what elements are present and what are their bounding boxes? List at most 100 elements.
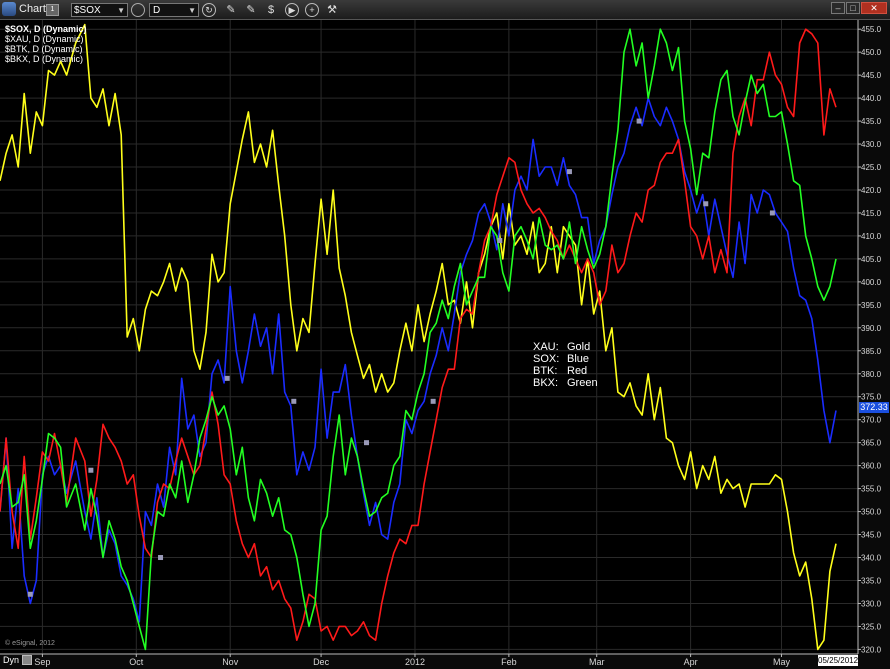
signal-marker <box>769 210 775 216</box>
annotation-row: BKX: Green <box>533 377 598 389</box>
y-tick-label: 350.0 <box>861 508 882 517</box>
color-key-annotation: XAU: Gold SOX: Blue BTK: Red BKX: Green <box>533 341 598 389</box>
y-tick-label: 330.0 <box>861 599 882 608</box>
dynamic-mode-button[interactable] <box>22 655 32 665</box>
interval-input[interactable]: D ▼ <box>149 3 199 17</box>
symbol-input[interactable]: $SOX ▼ <box>71 3 128 17</box>
annotation-key: BTK: <box>533 365 558 377</box>
y-tick-label: 415.0 <box>861 209 882 218</box>
annotation-row: XAU: Gold <box>533 341 598 353</box>
x-tick-label: Feb <box>501 657 517 667</box>
y-tick-label: 335.0 <box>861 576 882 585</box>
y-tick-label: 320.0 <box>861 645 882 654</box>
y-tick-label: 365.0 <box>861 439 882 448</box>
x-tick-label: 2012 <box>405 657 425 667</box>
signal-marker <box>27 591 33 597</box>
series-line-xau[interactable] <box>0 23 837 651</box>
x-tick-label: May <box>773 657 791 667</box>
series-line-bkx[interactable] <box>0 28 837 651</box>
series-line-sox[interactable] <box>0 97 837 623</box>
signal-marker <box>430 398 436 404</box>
legend-entry-sox[interactable]: $SOX, D (Dynamic) <box>5 24 87 34</box>
series-group <box>0 23 837 651</box>
interval-value: D <box>153 5 161 16</box>
refresh-icon[interactable]: ↻ <box>202 3 216 17</box>
y-tick-label: 375.0 <box>861 393 882 402</box>
annotation-value: Gold <box>567 341 591 353</box>
zoom-icon[interactable]: + <box>305 3 319 17</box>
app-icon <box>2 2 16 16</box>
legend-entry-bkx[interactable]: $BKX, D (Dynamic) <box>5 54 84 64</box>
series-line-btk[interactable] <box>0 28 837 641</box>
marker-group <box>27 118 775 597</box>
refresh-icon[interactable] <box>131 3 145 17</box>
y-tick-label: 400.0 <box>861 278 882 287</box>
x-tick-label: Oct <box>129 657 144 667</box>
y-axis-ticks: 320.0 325.0 330.0 335.0 340.0 345.0 350.0 355.0… <box>858 25 882 654</box>
y-tick-label: 325.0 <box>861 622 882 631</box>
y-tick-label: 435.0 <box>861 117 882 126</box>
price-axis-background <box>858 20 890 654</box>
signal-marker <box>291 398 297 404</box>
annotation-row: BTK: Red <box>533 365 598 377</box>
chevron-down-icon[interactable]: ▼ <box>188 6 196 15</box>
y-tick-label: 425.0 <box>861 163 882 172</box>
annotation-key: BKX: <box>533 377 559 389</box>
signal-marker <box>636 118 642 124</box>
y-tick-label: 395.0 <box>861 301 882 310</box>
x-tick-label: Nov <box>222 657 239 667</box>
x-tick-label: Mar <box>589 657 605 667</box>
dollar-icon[interactable]: $ <box>267 4 275 16</box>
signal-marker <box>88 467 94 473</box>
x-tick-label: Apr <box>684 657 698 667</box>
y-tick-label: 380.0 <box>861 370 882 379</box>
annotation-value: Blue <box>567 353 590 365</box>
wrench-icon[interactable]: ⚒ <box>327 4 337 16</box>
signal-marker <box>224 375 230 381</box>
last-date-tag: 05/25/2012 <box>818 655 859 666</box>
signal-marker <box>364 440 370 446</box>
y-tick-label: 405.0 <box>861 255 882 264</box>
legend-entry-xau[interactable]: $XAU, D (Dynamic) <box>5 34 84 44</box>
signal-marker <box>566 169 572 175</box>
annotation-row: SOX: Blue <box>533 353 598 365</box>
grid <box>0 20 858 654</box>
restore-button[interactable]: □ <box>846 2 860 14</box>
signal-marker <box>497 238 503 244</box>
y-tick-label: 445.0 <box>861 71 882 80</box>
annotation-key: XAU: <box>533 341 559 353</box>
y-tick-label: 370.0 <box>861 416 882 425</box>
pencil-icon[interactable]: ✎ <box>246 4 256 16</box>
dynamic-mode-label[interactable]: Dyn <box>3 655 20 665</box>
annotation-value: Red <box>567 365 588 377</box>
y-tick-label: 340.0 <box>861 554 882 563</box>
y-tick-label: 360.0 <box>861 462 882 471</box>
last-price-tag: 372.33 <box>859 402 889 413</box>
legend-entry-btk[interactable]: $BTK, D (Dynamic) <box>5 44 83 54</box>
y-tick-label: 390.0 <box>861 324 882 333</box>
x-axis-ticks: Sep Oct Nov Dec 2012 Feb Mar Apr May <box>34 654 790 667</box>
y-tick-label: 345.0 <box>861 531 882 540</box>
chart-titlebar: Chart 1 $SOX ▼ D ▼ ↻ ✎ ✎ $ ▶ + ⚒ – □ ✕ <box>0 0 890 20</box>
y-tick-label: 455.0 <box>861 25 882 34</box>
symbol-value: $SOX <box>74 5 101 16</box>
chevron-down-icon[interactable]: ▼ <box>117 6 125 15</box>
minimize-button[interactable]: – <box>831 2 845 14</box>
pencil-icon[interactable]: ✎ <box>226 4 236 16</box>
series-legend: $SOX, D (Dynamic) $XAU, D (Dynamic) $BTK… <box>5 24 87 64</box>
y-tick-label: 450.0 <box>861 48 882 57</box>
y-tick-label: 440.0 <box>861 94 882 103</box>
window-title: Chart <box>19 3 46 15</box>
play-icon[interactable]: ▶ <box>285 3 299 17</box>
time-axis-background <box>0 654 890 669</box>
y-tick-label: 385.0 <box>861 347 882 356</box>
copyright-text: © eSignal, 2012 <box>5 640 55 647</box>
signal-marker <box>158 555 164 561</box>
y-tick-label: 410.0 <box>861 232 882 241</box>
x-tick-label: Sep <box>34 657 50 667</box>
window-badge[interactable]: 1 <box>46 4 59 16</box>
annotation-key: SOX: <box>533 353 560 365</box>
close-button[interactable]: ✕ <box>861 2 887 14</box>
signal-marker <box>703 201 709 207</box>
